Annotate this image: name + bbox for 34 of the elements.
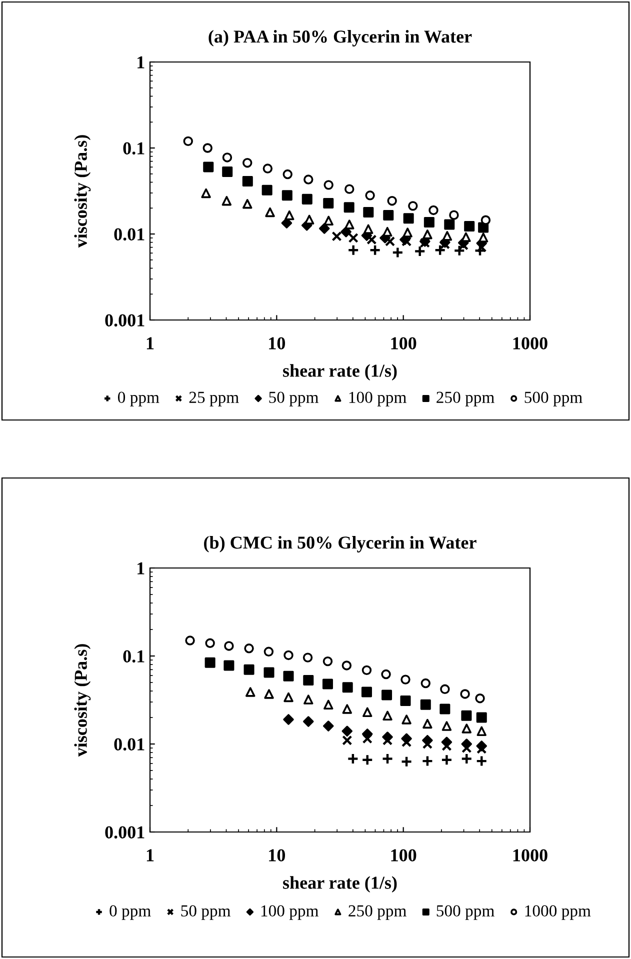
x-tick-label: 100 xyxy=(391,337,416,350)
legend-label: 1000 ppm xyxy=(525,905,591,920)
y-tick-label: 1 xyxy=(138,562,144,574)
x-tick-label: 100 xyxy=(391,849,416,862)
y-axis-title: viscosity (Pa.s) xyxy=(74,644,91,757)
legend-label: 500 ppm xyxy=(524,392,582,406)
legend-label: 100 ppm xyxy=(261,905,318,920)
x-tick-label: 1 xyxy=(146,337,154,350)
y-tick-label: 0.01 xyxy=(114,738,144,751)
y-tick-label: 1 xyxy=(138,56,144,68)
x-tick-label: 1 xyxy=(146,849,154,862)
x-tick-label: 10 xyxy=(269,849,286,862)
y-tick-label: 0.1 xyxy=(123,650,144,663)
legend-label: 250 ppm xyxy=(436,392,494,406)
x-tick-label: 1000 xyxy=(513,849,548,862)
x-tick-label: 1000 xyxy=(513,337,548,350)
legend-label: 0 ppm xyxy=(110,905,151,920)
chart-title: (a) PAA in 50% Glycerin in Water xyxy=(208,30,472,46)
x-tick-label: 10 xyxy=(269,337,286,350)
legend-label: 50 ppm xyxy=(269,392,318,406)
legend-label: 50 ppm xyxy=(181,905,231,920)
legend-label: 25 ppm xyxy=(189,392,239,406)
chart-title: (b) CMC in 50% Glycerin in Water xyxy=(204,536,476,552)
y-axis-title: viscosity (Pa.s) xyxy=(74,135,91,248)
y-tick-label: 0.001 xyxy=(105,314,144,327)
legend-label: 0 ppm xyxy=(118,392,160,406)
legend-label: 100 ppm xyxy=(349,392,406,406)
x-axis-title: shear rate (1/s) xyxy=(283,876,397,893)
legend-label: 250 ppm xyxy=(348,905,406,920)
y-tick-label: 0.01 xyxy=(114,228,144,241)
x-axis-title: shear rate (1/s) xyxy=(283,364,397,381)
y-tick-label: 0.1 xyxy=(123,142,144,155)
legend-label: 500 ppm xyxy=(436,905,494,920)
y-tick-label: 0.001 xyxy=(105,826,144,839)
